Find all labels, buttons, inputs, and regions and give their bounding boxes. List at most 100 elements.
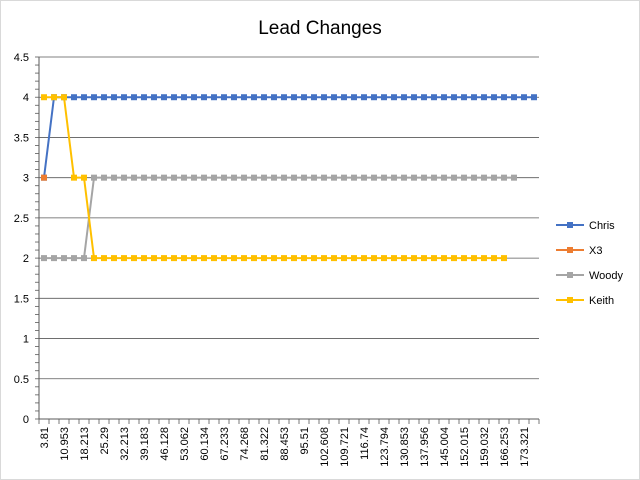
data-point-woody — [501, 174, 507, 181]
data-point-keith — [171, 255, 177, 262]
data-point-keith — [411, 255, 417, 262]
x-tick-label: 10.953 — [59, 427, 71, 461]
data-point-woody — [91, 174, 97, 181]
data-point-woody — [61, 255, 67, 262]
data-point-chris — [531, 94, 537, 101]
data-point-woody — [271, 174, 277, 181]
y-tick-label: 3 — [23, 173, 29, 185]
data-point-keith — [451, 255, 457, 262]
data-point-chris — [131, 94, 137, 101]
data-point-chris — [371, 94, 377, 101]
data-point-keith — [41, 94, 47, 101]
legend-label-x3: X3 — [589, 245, 602, 257]
data-point-keith — [241, 255, 247, 262]
data-point-woody — [171, 174, 177, 181]
data-point-woody — [431, 174, 437, 181]
y-tick-label: 1 — [23, 334, 29, 346]
data-point-chris — [281, 94, 287, 101]
data-point-chris — [181, 94, 187, 101]
x-tick-label: 3.81 — [39, 427, 51, 448]
data-point-keith — [51, 94, 57, 101]
data-point-chris — [421, 94, 427, 101]
data-point-keith — [191, 255, 197, 262]
data-point-keith — [151, 255, 157, 262]
data-point-chris — [71, 94, 77, 101]
y-tick-label: 3.5 — [14, 132, 29, 144]
data-point-keith — [501, 255, 507, 262]
data-point-chris — [231, 94, 237, 101]
data-point-chris — [391, 94, 397, 101]
data-point-woody — [51, 255, 57, 262]
data-point-woody — [361, 174, 367, 181]
data-point-woody — [41, 255, 47, 262]
data-point-keith — [431, 255, 437, 262]
data-point-chris — [301, 94, 307, 101]
data-point-chris — [151, 94, 157, 101]
data-point-keith — [271, 255, 277, 262]
x-tick-label: 116.74 — [359, 427, 371, 460]
data-point-woody — [221, 174, 227, 181]
x-tick-label: 152.015 — [459, 427, 471, 467]
data-point-keith — [321, 255, 327, 262]
legend-marker-woody — [567, 272, 573, 278]
y-tick-label: 4 — [23, 92, 29, 104]
data-point-keith — [91, 255, 97, 262]
data-point-keith — [281, 255, 287, 262]
data-point-woody — [301, 174, 307, 181]
data-point-chris — [351, 94, 357, 101]
data-point-woody — [201, 174, 207, 181]
data-point-keith — [471, 255, 477, 262]
data-point-woody — [71, 255, 77, 262]
data-point-x3 — [41, 174, 47, 181]
data-point-chris — [161, 94, 167, 101]
x-tick-label: 130.853 — [399, 427, 411, 467]
x-tick-label: 145.004 — [439, 427, 451, 467]
data-point-chris — [251, 94, 257, 101]
data-point-chris — [271, 94, 277, 101]
x-tick-label: 74.268 — [239, 427, 251, 461]
x-tick-label: 53.062 — [179, 427, 191, 461]
data-point-keith — [101, 255, 107, 262]
data-point-woody — [211, 174, 217, 181]
data-point-woody — [311, 174, 317, 181]
legend-marker-x3 — [567, 247, 573, 253]
data-point-woody — [131, 174, 137, 181]
data-point-woody — [481, 174, 487, 181]
data-point-keith — [341, 255, 347, 262]
data-point-chris — [451, 94, 457, 101]
data-point-chris — [261, 94, 267, 101]
data-point-keith — [481, 255, 487, 262]
data-point-keith — [111, 255, 117, 262]
data-point-woody — [391, 174, 397, 181]
data-point-woody — [351, 174, 357, 181]
data-point-chris — [501, 94, 507, 101]
data-point-woody — [471, 174, 477, 181]
data-point-keith — [331, 255, 337, 262]
data-point-keith — [291, 255, 297, 262]
x-tick-label: 81.322 — [259, 427, 271, 461]
x-tick-label: 123.794 — [379, 427, 391, 467]
y-axis: 0 0.5 1 1.5 2 2.5 3 3.5 4 4.5 — [14, 52, 40, 426]
chart-title: Lead Changes — [258, 18, 382, 39]
data-point-chris — [431, 94, 437, 101]
data-point-chris — [331, 94, 337, 101]
data-point-keith — [251, 255, 257, 262]
legend-label-woody: Woody — [589, 270, 624, 282]
x-tick-label: 173.321 — [519, 427, 531, 467]
data-point-woody — [81, 255, 87, 262]
data-point-woody — [421, 174, 427, 181]
data-point-keith — [121, 255, 127, 262]
data-point-keith — [381, 255, 387, 262]
data-point-chris — [81, 94, 87, 101]
data-point-woody — [411, 174, 417, 181]
data-point-woody — [191, 174, 197, 181]
data-point-chris — [361, 94, 367, 101]
data-point-keith — [421, 255, 427, 262]
data-point-keith — [261, 255, 267, 262]
x-tick-label: 67.233 — [219, 427, 231, 461]
x-tick-label: 32.213 — [119, 427, 131, 461]
data-point-keith — [201, 255, 207, 262]
x-tick-label: 159.032 — [479, 427, 491, 467]
